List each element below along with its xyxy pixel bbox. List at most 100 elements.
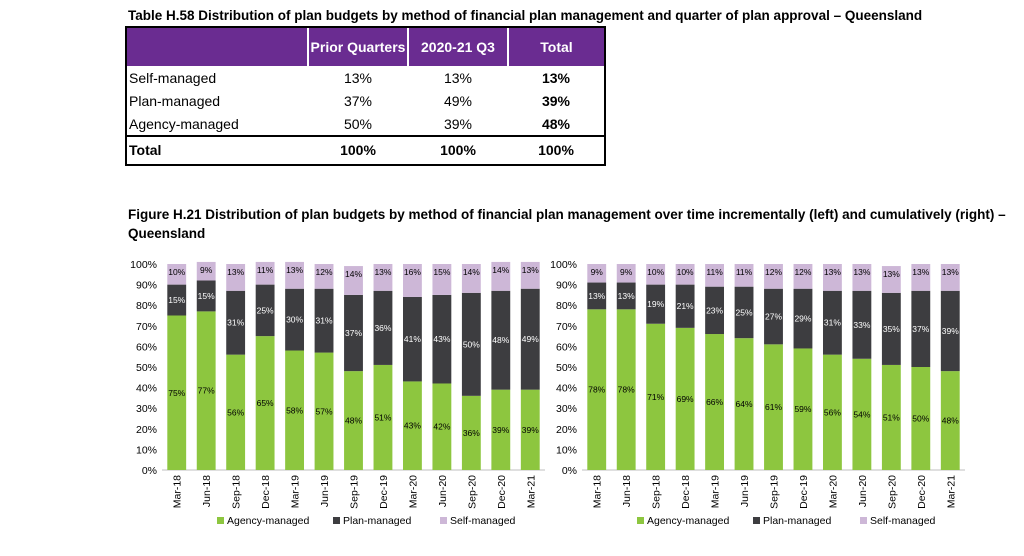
data-label-plan-managed: 36% [374,323,391,333]
table-header-total: Total [507,28,604,66]
bar-self-managed [373,264,393,291]
table-header-blank [127,28,308,66]
data-label-self-managed: 12% [316,267,333,277]
data-label-agency-managed: 43% [404,421,421,431]
data-label-agency-managed: 39% [492,425,509,435]
bar-agency-managed [196,311,216,470]
data-label-self-managed: 10% [647,267,664,277]
data-label-agency-managed: 48% [345,416,362,426]
data-label-agency-managed: 61% [765,402,782,412]
legend-swatch-agency-managed [637,517,644,524]
data-label-plan-managed: 21% [677,301,694,311]
y-tick-label: 90% [136,280,157,292]
bar-self-managed [646,264,666,285]
data-label-plan-managed: 15% [198,291,215,301]
bar-self-managed [461,264,481,293]
data-label-agency-managed: 64% [736,399,753,409]
y-tick-label: 20% [556,424,577,436]
bar-self-managed [940,264,960,291]
data-label-self-managed: 13% [286,265,303,275]
cell-total: 39% [541,92,571,109]
bar-plan-managed [587,282,607,310]
table-row: Plan-managed 37% 49% 39% [127,89,604,112]
y-tick-label: 50% [136,362,157,374]
bar-agency-managed [491,389,511,470]
x-tick-label: Sep-19 [769,475,781,509]
legend-label-agency-managed: Agency-managed [647,515,729,527]
x-tick-label: Jun-19 [319,475,331,507]
bar-self-managed [344,266,363,295]
bar-self-managed [764,264,783,289]
y-tick-label: 60% [136,341,157,353]
bar-plan-managed [705,286,725,335]
bar-plan-managed [881,292,901,365]
bar-plan-managed [344,294,363,372]
data-label-agency-managed: 58% [286,405,303,415]
data-label-agency-managed: 78% [618,385,635,395]
data-label-self-managed: 12% [765,267,782,277]
bar-self-managed [616,264,636,283]
bar-plan-managed [764,288,783,345]
bar-self-managed [432,264,452,295]
x-tick-label: Mar-18 [172,475,184,508]
bar-self-managed [852,264,872,291]
x-tick-label: Mar-20 [827,475,839,508]
data-label-plan-managed: 19% [647,299,664,309]
bar-plan-managed [520,288,540,390]
data-label-plan-managed: 27% [765,312,782,322]
x-tick-label: Mar-21 [525,475,537,508]
x-tick-label: Dec-20 [496,475,508,509]
data-label-self-managed: 9% [620,267,633,277]
bar-self-managed [793,264,813,289]
legend-label-self-managed: Self-managed [870,515,936,527]
bar-agency-managed [793,348,813,470]
table-total-row: Total 100% 100% 100% [127,135,604,162]
data-label-agency-managed: 39% [522,425,539,435]
bar-agency-managed [255,336,275,470]
bar-self-managed [587,264,607,283]
y-tick-label: 30% [136,403,157,415]
legend-swatch-agency-managed [217,517,224,524]
data-label-plan-managed: 31% [316,316,333,326]
data-label-plan-managed: 25% [736,307,753,317]
bar-plan-managed [646,284,666,324]
data-label-plan-managed: 31% [824,318,841,328]
bar-plan-managed [167,284,187,316]
cell-total: 13% [541,69,571,86]
data-label-agency-managed: 69% [677,394,694,404]
bar-plan-managed [491,290,511,390]
data-label-agency-managed: 71% [647,392,664,402]
legend-label-plan-managed: Plan-managed [763,515,831,527]
bar-agency-managed [402,381,422,470]
data-label-agency-managed: 42% [433,422,450,432]
bar-plan-managed [285,288,305,351]
bar-agency-managed [911,367,931,470]
total-label: Total [127,135,308,162]
table-row: Self-managed 13% 13% 13% [127,66,604,89]
bar-plan-managed [196,280,216,312]
bar-self-managed [491,261,511,291]
y-tick-label: 100% [130,259,157,271]
data-label-plan-managed: 25% [257,305,274,315]
cell-prior: 13% [343,69,373,86]
bar-plan-managed [226,290,246,355]
data-label-self-managed: 13% [824,267,841,277]
cell-prior: 37% [343,92,373,109]
x-tick-label: Jun-18 [201,475,213,507]
y-tick-label: 40% [556,383,577,395]
y-tick-label: 90% [556,280,577,292]
bar-agency-managed [587,309,607,470]
x-tick-label: Mar-18 [592,475,604,508]
legend-label-plan-managed: Plan-managed [343,515,411,527]
legend-swatch-self-managed [440,517,447,524]
data-label-self-managed: 13% [883,269,900,279]
x-tick-label: Mar-19 [710,475,722,508]
total-q3: 100% [408,135,508,162]
bar-agency-managed [734,338,754,470]
table-row: Agency-managed 50% 39% 48% [127,112,604,136]
figure-title: Figure H.21 Distribution of plan budgets… [128,207,1006,241]
data-label-self-managed: 13% [522,265,539,275]
data-label-agency-managed: 51% [374,412,391,422]
legend-label-agency-managed: Agency-managed [227,515,309,527]
y-tick-label: 10% [556,444,577,456]
